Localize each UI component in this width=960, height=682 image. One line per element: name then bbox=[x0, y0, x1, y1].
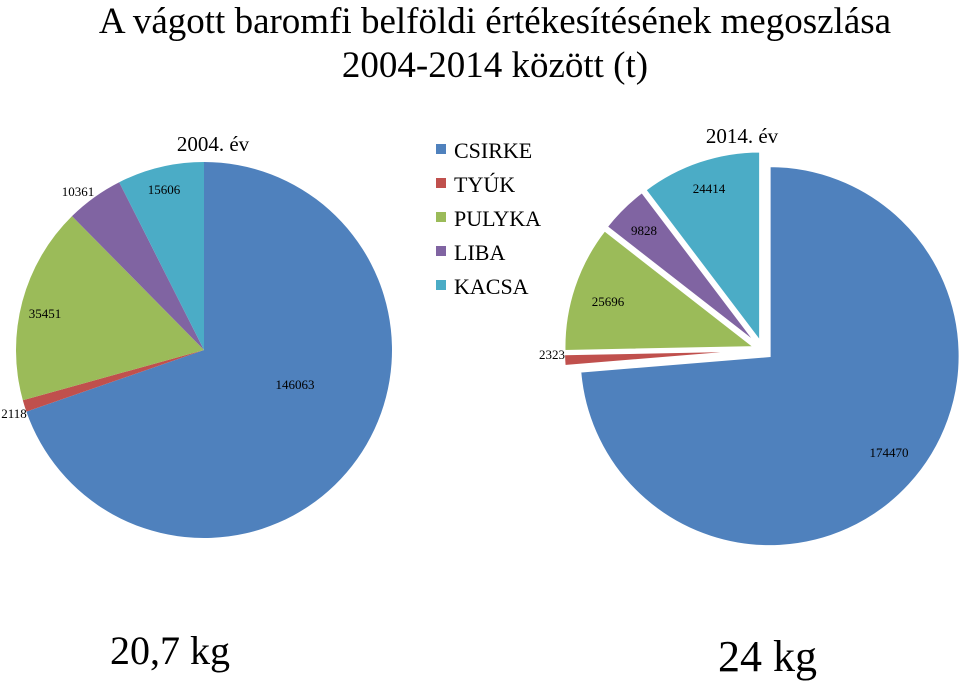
pie-0-slice-tyuk bbox=[22, 350, 204, 412]
chart-title-line2: 2004-2014 között (t) bbox=[341, 45, 649, 86]
pie-1-slice-pulyka bbox=[563, 228, 758, 352]
footer-2014-per-capita: 24 kg bbox=[718, 632, 817, 681]
pie-0-data-label-tyuk: 2118 bbox=[1, 406, 27, 421]
pie-1-data-label-pulyka: 25696 bbox=[592, 294, 625, 309]
pie-0-slice-pulyka bbox=[16, 216, 205, 401]
legend-label-liba: LIBA bbox=[454, 240, 506, 265]
pie-0: 146063 2118 35451 10361 15606 2004. év bbox=[1, 132, 392, 538]
pie-1-data-label-kacsa: 24414 bbox=[693, 181, 726, 196]
pie-1-slice-liba bbox=[605, 190, 758, 345]
legend-swatch-liba bbox=[436, 246, 446, 256]
chart-title-line1: A vágott baromfi belföldi értékesítéséne… bbox=[98, 1, 892, 42]
pie-0-data-label-kacsa: 15606 bbox=[148, 182, 181, 197]
pie-0-slice-csirke bbox=[26, 162, 392, 538]
footer-2004-per-capita: 20,7 kg bbox=[110, 628, 230, 673]
chart-title: A vágott baromfi belföldi értékesítéséne… bbox=[0, 0, 960, 88]
pie-1-data-label-liba: 9828 bbox=[631, 223, 657, 238]
pie-0-slice-liba bbox=[71, 182, 204, 350]
pie-1-slice-csirke bbox=[579, 165, 960, 548]
pie-1-slice-tyuk bbox=[563, 349, 755, 368]
legend-label-kacsa: KACSA bbox=[454, 274, 529, 299]
legend-swatch-pulyka bbox=[436, 212, 446, 222]
pie-0-data-label-csirke: 146063 bbox=[276, 377, 315, 392]
pie-1-data-label-csirke: 174470 bbox=[870, 445, 909, 460]
pie-1-slice-kacsa bbox=[644, 150, 762, 345]
pie-1-title: 2014. év bbox=[706, 124, 779, 148]
pie-0-title: 2004. év bbox=[177, 132, 250, 156]
legend-label-csirke: CSIRKE bbox=[454, 138, 533, 163]
legend-swatch-kacsa bbox=[436, 280, 446, 290]
legend-swatch-csirke bbox=[436, 144, 446, 154]
pie-1: 174470 2323 25696 9828 24414 2014. év bbox=[539, 124, 960, 548]
legend-swatch-tyuk bbox=[436, 178, 446, 188]
legend-label-tyuk: TYÚK bbox=[454, 172, 516, 197]
pie-0-data-label-liba: 10361 bbox=[62, 184, 95, 199]
pie-1-data-label-tyuk: 2323 bbox=[539, 347, 565, 362]
pie-0-slice-kacsa bbox=[119, 162, 204, 350]
legend-label-pulyka: PULYKA bbox=[454, 206, 542, 231]
pie-0-data-label-pulyka: 35451 bbox=[29, 306, 62, 321]
